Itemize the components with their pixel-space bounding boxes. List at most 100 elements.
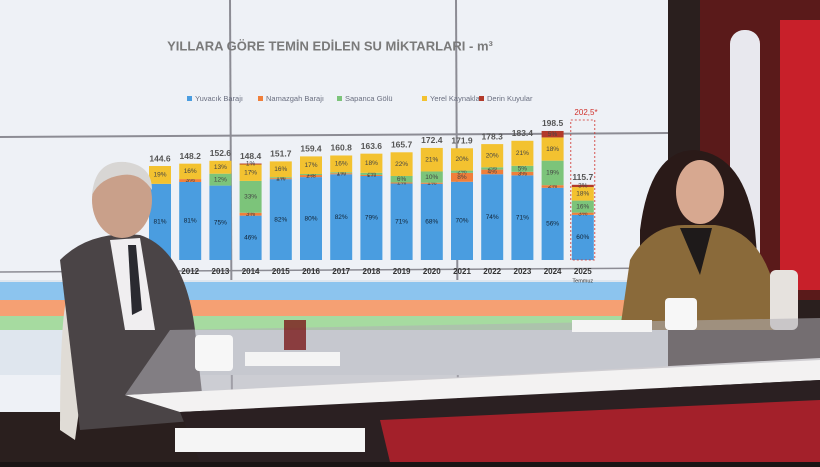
bar-segment [300,174,322,176]
bar-segment [481,167,504,170]
segment-label: 46% [244,235,257,242]
bar-segment [481,174,504,260]
bar-segment [360,175,383,260]
top [680,228,712,275]
bar-segment [209,185,232,260]
mug [665,298,697,330]
x-tick-label: 2014 [242,267,260,276]
x-tick-label: 2024 [544,267,562,276]
segment-label: 80% [304,215,317,222]
bar-segment [571,200,594,213]
segment-label: 20% [486,152,499,159]
total-label: 183.4 [512,128,534,138]
segment-label: 16% [184,168,197,175]
segment-label: 70% [455,218,468,225]
x-tick-label: 2013 [212,267,230,276]
bar-segment [239,215,262,260]
annotation: 202,5* [574,108,597,117]
segment-label: 20% [455,156,468,163]
bar-segment [239,163,262,165]
segment-label: 71% [395,218,408,225]
segment-label: 1% [336,169,346,176]
segment-label: 1% [276,174,286,181]
total-label: 198.5 [542,118,564,128]
bar-segment [541,130,564,138]
segment-label: 3% [518,170,528,177]
bar-segment [209,173,232,186]
segment-label: 1% [427,180,437,187]
segment-label: 2% [487,165,497,172]
bar-segment [451,181,473,260]
bar-segment [300,177,322,260]
x-tick-label: 2012 [181,267,199,276]
segment-label: 17% [304,162,317,169]
bar-segment [360,172,383,175]
hair [92,161,152,195]
woman-jacket [620,225,780,330]
bar-segment [179,179,202,182]
total-label: 165.7 [391,140,413,150]
segment-label: 81% [153,219,166,226]
segment-label: 71% [516,214,529,221]
legend-swatch [479,96,484,101]
chair [770,270,798,330]
segment-label: 19% [153,172,166,179]
bar-segment [179,181,202,260]
legend-label: Yerel Kaynaklar [430,94,483,103]
x-tick-label: 2017 [332,267,350,276]
bar-segment [451,172,473,182]
segment-label: 3% [578,210,588,217]
bar-segment [541,187,564,260]
x-tick-label: 2021 [453,267,471,276]
segment-label: 82% [274,216,287,223]
total-label: 160.8 [331,143,353,153]
bar-segment [269,161,292,178]
total-label: 148.2 [180,151,202,161]
segment-label: 21% [516,150,529,157]
bar-segment [420,171,443,183]
bar-segment [571,212,594,215]
segment-label: 1% [306,171,316,178]
bar-segment [269,177,292,179]
segment-label: 1% [367,172,377,179]
red-panel [780,20,820,290]
x-tick-label: 2018 [363,267,381,276]
x-tick-label: 2025 [574,267,592,276]
segment-label: 1% [397,180,407,187]
papers [572,320,652,332]
segment-label: 1% [276,175,286,182]
bar-segment [300,156,322,175]
segment-label: 2% [457,168,467,175]
segment-label: 3% [578,183,588,190]
segment-label: 75% [214,220,227,227]
total-label: 151.7 [270,149,292,159]
bar-segment [511,171,534,176]
bar-segment [451,170,473,173]
bar-segment [420,182,443,184]
desk-top [125,358,820,412]
segment-label: 68% [425,219,438,226]
woman-head [676,160,724,224]
mug [195,335,233,371]
segment-label: 56% [546,221,559,228]
bar-segment [330,172,353,174]
segment-label: 18% [365,160,378,167]
segment-label: 79% [365,215,378,222]
x-tick-label: 2020 [423,267,441,276]
desk-red [380,400,820,462]
bar-segment [541,185,564,188]
segment-label: 82% [335,214,348,221]
bar-segment [209,160,232,174]
segment-label: 74% [486,214,499,221]
bar-segment [179,163,202,180]
bar-segment [360,153,383,173]
segment-label: 16% [335,161,348,168]
total-label: 148.4 [240,151,262,161]
segment-label: 4% [487,169,497,176]
bar-segment [481,144,504,168]
segment-label: 33% [244,194,257,201]
bar-segment [420,147,443,172]
bar-segment [420,183,443,260]
bar-segment [511,165,534,172]
